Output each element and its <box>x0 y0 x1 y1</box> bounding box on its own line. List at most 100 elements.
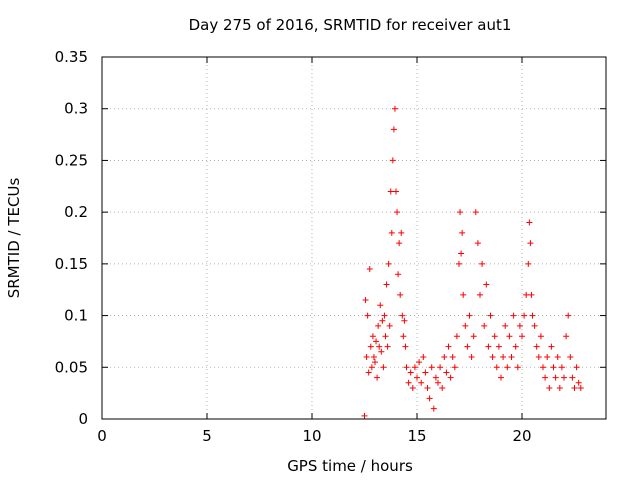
data-point <box>526 219 533 226</box>
data-point <box>384 343 391 350</box>
data-point <box>418 379 425 386</box>
data-point <box>398 229 405 236</box>
data-point <box>458 250 465 257</box>
data-point <box>366 266 373 273</box>
data-point <box>420 353 427 360</box>
y-tick-label: 0.15 <box>55 255 88 273</box>
x-tick-label: 0 <box>97 427 107 445</box>
data-point <box>466 312 473 319</box>
data-point <box>556 384 563 391</box>
data-point <box>552 374 559 381</box>
data-point <box>400 333 407 340</box>
data-point <box>422 369 429 376</box>
data-point <box>365 369 372 376</box>
data-point <box>542 374 549 381</box>
data-point <box>443 369 450 376</box>
data-point <box>367 343 374 350</box>
data-point <box>430 405 437 412</box>
data-point <box>544 353 551 360</box>
data-point <box>378 348 385 355</box>
grid <box>102 57 606 419</box>
x-axis-label: GPS time / hours <box>287 457 413 475</box>
data-point <box>361 412 368 419</box>
y-tick-label: 0.3 <box>64 100 88 118</box>
data-point <box>391 105 398 112</box>
data-point <box>470 333 477 340</box>
data-point <box>487 312 494 319</box>
data-point <box>449 353 456 360</box>
data-point <box>451 364 458 371</box>
data-point <box>493 364 500 371</box>
data-point <box>477 291 483 298</box>
data-point <box>563 333 570 340</box>
data-point <box>394 209 401 216</box>
data-point <box>523 291 530 298</box>
data-point <box>377 302 384 309</box>
data-point <box>383 281 390 288</box>
data-point <box>445 343 452 350</box>
data-point <box>374 374 381 381</box>
y-tick-labels: 0 0.05 0.1 0.15 0.2 0.25 0.3 0.35 <box>55 48 88 428</box>
data-point <box>386 322 393 329</box>
data-point <box>362 297 369 304</box>
data-point <box>460 291 467 298</box>
data-point <box>569 374 576 381</box>
data-point <box>369 333 376 340</box>
data-point <box>474 240 481 247</box>
data-point <box>387 188 394 195</box>
plot-frame <box>101 56 607 420</box>
data-point <box>447 374 454 381</box>
data-point <box>370 353 377 360</box>
data-point <box>554 353 561 360</box>
data-point <box>368 364 375 371</box>
data-point <box>500 353 507 360</box>
data-point <box>453 333 460 340</box>
data-point <box>489 353 496 360</box>
data-point <box>491 333 498 340</box>
data-point <box>426 395 433 402</box>
data-point <box>399 312 406 319</box>
data-point <box>504 364 511 371</box>
data-point <box>432 374 439 381</box>
data-point <box>571 384 578 391</box>
data-point <box>388 229 395 236</box>
y-tick-label: 0.05 <box>55 358 88 376</box>
data-point <box>498 374 504 381</box>
data-point <box>565 312 572 319</box>
data-point <box>546 384 553 391</box>
data-point <box>516 322 523 329</box>
data-point <box>424 384 431 391</box>
data-point <box>395 271 402 278</box>
data-point <box>514 364 521 371</box>
data-point <box>379 317 386 324</box>
data-point <box>535 353 542 360</box>
y-axis-label: SRMTID / TECUs <box>5 178 23 299</box>
data-point <box>573 364 580 371</box>
data-point <box>385 260 392 267</box>
data-point <box>407 369 414 376</box>
y-tick-label: 0.2 <box>64 203 88 221</box>
data-point <box>462 322 469 329</box>
data-points <box>361 105 584 419</box>
data-point <box>390 126 397 133</box>
data-point <box>527 240 534 247</box>
data-point <box>483 281 490 288</box>
x-tick-label: 20 <box>512 427 531 445</box>
data-point <box>468 353 475 360</box>
data-point <box>521 312 528 319</box>
data-point <box>364 312 371 319</box>
data-point <box>508 353 515 360</box>
y-tick-label: 0.35 <box>55 48 88 66</box>
data-point <box>495 343 502 350</box>
data-point <box>558 364 565 371</box>
x-tick-labels: 0 5 10 15 20 <box>97 427 531 445</box>
data-point <box>531 322 538 329</box>
data-point <box>525 260 532 267</box>
data-point <box>382 333 389 340</box>
data-point <box>435 379 441 386</box>
data-point <box>459 229 466 236</box>
data-point <box>502 322 509 329</box>
data-point <box>519 333 525 340</box>
data-point <box>537 333 544 340</box>
data-point <box>401 317 408 324</box>
